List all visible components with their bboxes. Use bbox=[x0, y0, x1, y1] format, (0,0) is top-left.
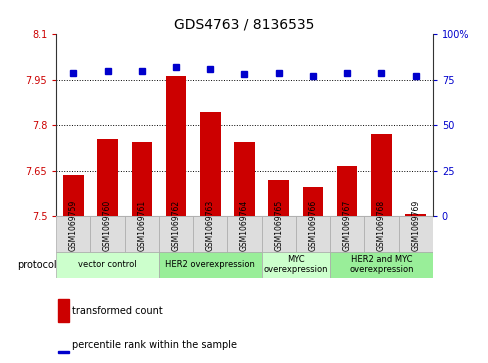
Bar bbox=[370, 134, 391, 216]
Text: percentile rank within the sample: percentile rank within the sample bbox=[72, 340, 237, 350]
Text: HER2 and MYC
overexpression: HER2 and MYC overexpression bbox=[348, 255, 413, 274]
FancyBboxPatch shape bbox=[56, 252, 159, 278]
Bar bbox=[336, 166, 357, 216]
FancyBboxPatch shape bbox=[261, 216, 295, 252]
Text: GSM1069766: GSM1069766 bbox=[308, 199, 317, 250]
Text: GSM1069760: GSM1069760 bbox=[103, 199, 112, 250]
Bar bbox=[63, 175, 83, 216]
FancyBboxPatch shape bbox=[56, 216, 90, 252]
Text: GSM1069762: GSM1069762 bbox=[171, 199, 180, 250]
Text: GSM1069763: GSM1069763 bbox=[205, 199, 214, 250]
Bar bbox=[302, 187, 323, 216]
FancyBboxPatch shape bbox=[261, 252, 329, 278]
Bar bbox=[405, 214, 425, 216]
Title: GDS4763 / 8136535: GDS4763 / 8136535 bbox=[174, 18, 314, 32]
Bar bbox=[97, 139, 118, 216]
Bar bbox=[131, 142, 152, 216]
Text: vector control: vector control bbox=[78, 260, 137, 269]
Text: HER2 overexpression: HER2 overexpression bbox=[165, 260, 255, 269]
Bar bbox=[200, 112, 220, 216]
Text: GSM1069769: GSM1069769 bbox=[410, 199, 419, 250]
Bar bbox=[234, 142, 254, 216]
Text: protocol: protocol bbox=[17, 260, 57, 270]
FancyBboxPatch shape bbox=[329, 216, 364, 252]
Text: MYC
overexpression: MYC overexpression bbox=[263, 255, 327, 274]
Text: GSM1069759: GSM1069759 bbox=[69, 199, 78, 250]
FancyBboxPatch shape bbox=[124, 216, 159, 252]
FancyBboxPatch shape bbox=[398, 216, 432, 252]
FancyBboxPatch shape bbox=[90, 216, 124, 252]
FancyBboxPatch shape bbox=[364, 216, 398, 252]
Bar bbox=[58, 299, 68, 322]
FancyBboxPatch shape bbox=[159, 216, 193, 252]
Text: GSM1069765: GSM1069765 bbox=[274, 199, 283, 250]
Text: transformed count: transformed count bbox=[72, 306, 163, 316]
Bar bbox=[165, 76, 186, 216]
FancyBboxPatch shape bbox=[329, 252, 432, 278]
Bar bbox=[58, 351, 68, 353]
Text: GSM1069764: GSM1069764 bbox=[240, 199, 248, 250]
FancyBboxPatch shape bbox=[227, 216, 261, 252]
FancyBboxPatch shape bbox=[295, 216, 329, 252]
FancyBboxPatch shape bbox=[159, 252, 261, 278]
Text: GSM1069767: GSM1069767 bbox=[342, 199, 351, 250]
Text: GSM1069768: GSM1069768 bbox=[376, 199, 385, 250]
FancyBboxPatch shape bbox=[193, 216, 227, 252]
Text: GSM1069761: GSM1069761 bbox=[137, 199, 146, 250]
Bar bbox=[268, 180, 288, 216]
